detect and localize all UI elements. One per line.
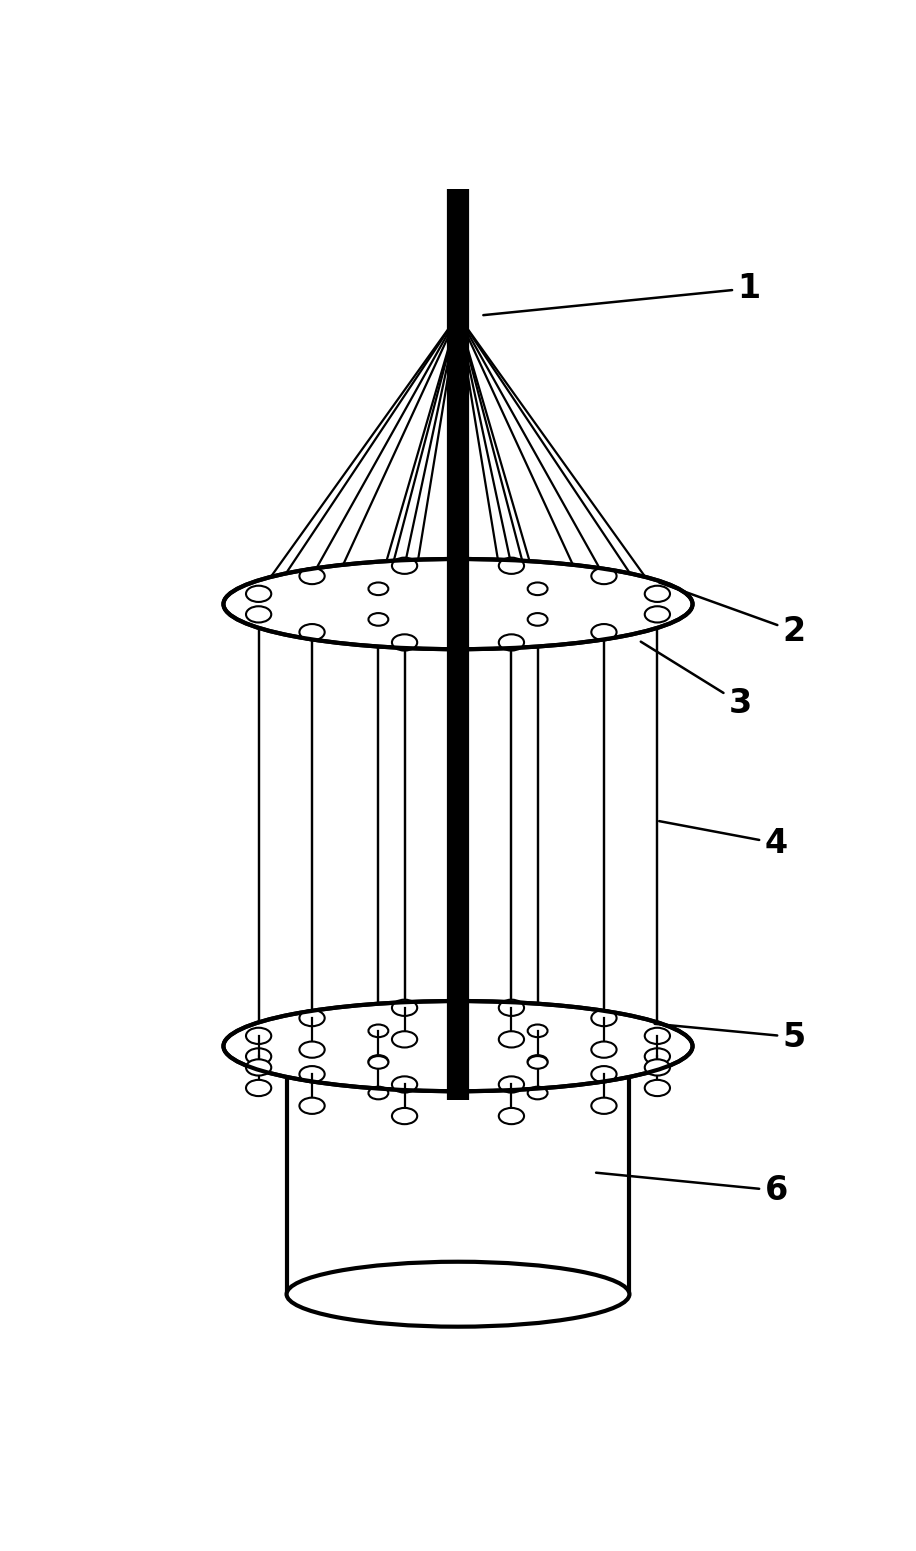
Text: 3: 3 [641, 642, 752, 720]
Text: 5: 5 [655, 1021, 806, 1053]
Ellipse shape [246, 586, 271, 602]
Ellipse shape [246, 1028, 271, 1044]
Ellipse shape [300, 1010, 324, 1027]
Ellipse shape [499, 1076, 524, 1092]
Ellipse shape [368, 583, 388, 596]
Ellipse shape [499, 558, 524, 574]
Text: 4: 4 [660, 820, 788, 859]
Ellipse shape [528, 613, 548, 625]
Ellipse shape [499, 1000, 524, 1016]
Ellipse shape [392, 1000, 417, 1016]
Text: 2: 2 [660, 583, 806, 648]
Ellipse shape [300, 568, 324, 585]
Ellipse shape [592, 1066, 616, 1083]
Ellipse shape [592, 1010, 616, 1027]
Ellipse shape [645, 1059, 670, 1075]
Ellipse shape [246, 606, 271, 622]
Ellipse shape [287, 1261, 629, 1326]
Text: 6: 6 [596, 1173, 788, 1207]
Ellipse shape [392, 558, 417, 574]
Ellipse shape [224, 558, 692, 650]
Ellipse shape [246, 1059, 271, 1075]
Ellipse shape [528, 1055, 548, 1067]
Ellipse shape [645, 1048, 670, 1064]
Ellipse shape [368, 1025, 388, 1038]
Ellipse shape [645, 1028, 670, 1044]
Ellipse shape [499, 1107, 524, 1124]
Ellipse shape [368, 1055, 388, 1067]
Text: 1: 1 [484, 271, 761, 315]
Ellipse shape [528, 1056, 548, 1069]
Ellipse shape [300, 1098, 324, 1114]
Ellipse shape [300, 1066, 324, 1083]
Ellipse shape [368, 1087, 388, 1100]
Ellipse shape [645, 606, 670, 622]
Ellipse shape [368, 1056, 388, 1069]
Ellipse shape [392, 1107, 417, 1124]
Ellipse shape [246, 1048, 271, 1064]
Ellipse shape [528, 583, 548, 596]
Ellipse shape [645, 586, 670, 602]
Ellipse shape [392, 1031, 417, 1047]
Ellipse shape [300, 1042, 324, 1058]
Ellipse shape [592, 568, 616, 585]
Ellipse shape [645, 1079, 670, 1097]
Ellipse shape [592, 1042, 616, 1058]
Ellipse shape [592, 624, 616, 641]
Ellipse shape [224, 1000, 692, 1092]
Ellipse shape [368, 613, 388, 625]
Ellipse shape [592, 1098, 616, 1114]
Ellipse shape [499, 634, 524, 650]
Ellipse shape [528, 1025, 548, 1038]
Ellipse shape [246, 1079, 271, 1097]
Ellipse shape [499, 1031, 524, 1047]
Ellipse shape [300, 624, 324, 641]
Ellipse shape [528, 1087, 548, 1100]
Ellipse shape [392, 634, 417, 650]
Ellipse shape [392, 1076, 417, 1092]
